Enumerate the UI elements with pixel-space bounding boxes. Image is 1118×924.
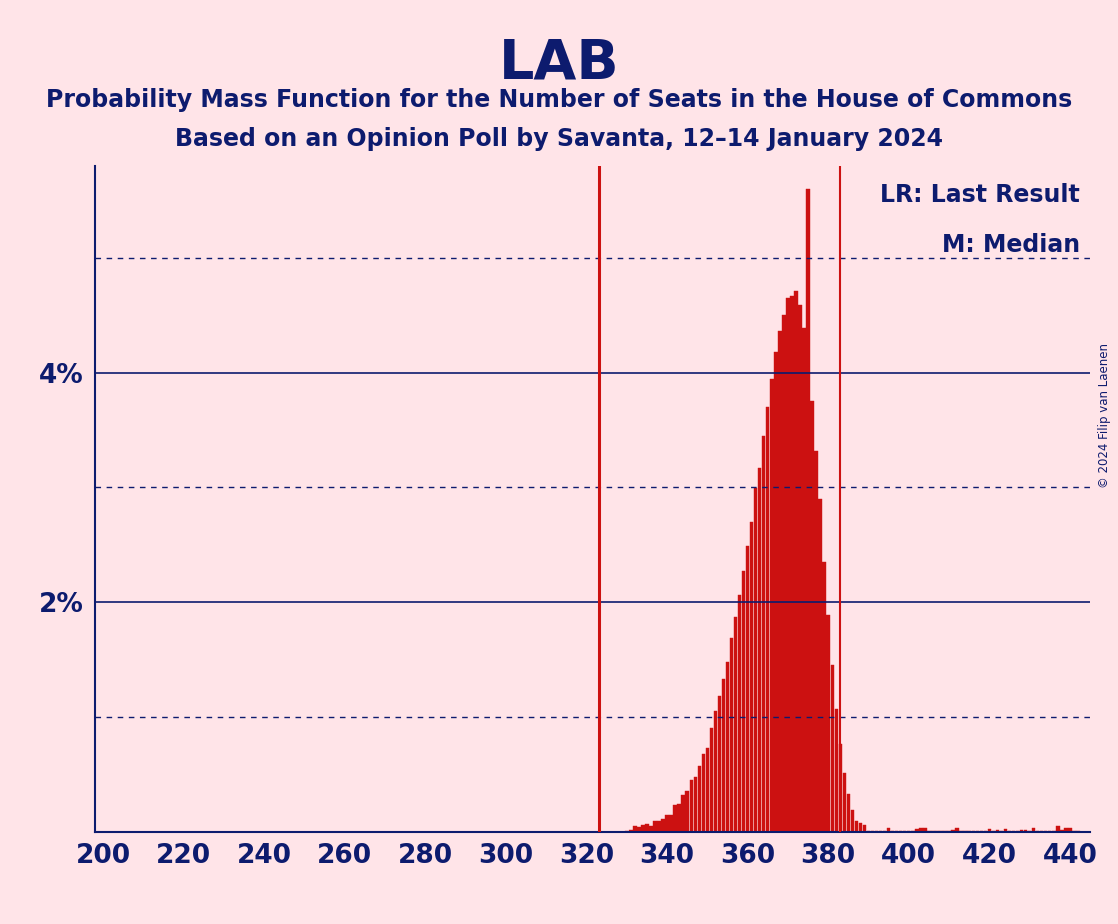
Bar (665, 815, 669, 832)
Bar (758, 468, 761, 832)
Bar (762, 436, 766, 832)
Bar (790, 296, 794, 832)
Bar (733, 617, 737, 832)
Bar (919, 828, 922, 832)
Bar (702, 754, 705, 832)
Bar (778, 331, 781, 832)
Bar (750, 521, 754, 832)
Bar (682, 795, 685, 832)
Text: M: Median: M: Median (942, 233, 1080, 257)
Bar (642, 825, 645, 832)
Bar (814, 451, 818, 832)
Bar (645, 824, 648, 832)
Text: LAB: LAB (499, 37, 619, 91)
Bar (678, 805, 681, 832)
Bar (834, 709, 838, 832)
Bar (673, 805, 676, 832)
Bar (996, 831, 999, 832)
Bar (979, 831, 983, 832)
Bar (786, 298, 789, 832)
Bar (916, 830, 919, 832)
Bar (843, 773, 846, 832)
Bar (713, 711, 717, 832)
Bar (653, 821, 656, 832)
Bar (951, 830, 955, 832)
Bar (803, 328, 806, 832)
Bar (629, 830, 633, 832)
Bar (722, 679, 726, 832)
Bar (662, 819, 665, 832)
Bar (854, 821, 859, 832)
Bar (859, 823, 862, 832)
Bar (1032, 828, 1035, 832)
Bar (657, 821, 661, 832)
Bar (670, 815, 673, 832)
Bar (693, 777, 697, 832)
Bar (851, 809, 854, 832)
Bar (1068, 829, 1072, 832)
Bar (718, 696, 721, 832)
Bar (838, 745, 842, 832)
Bar (650, 826, 653, 832)
Bar (754, 489, 757, 832)
Bar (1024, 830, 1027, 832)
Bar (783, 314, 786, 832)
Bar (705, 748, 709, 832)
Bar (956, 828, 959, 832)
Bar (823, 563, 826, 832)
Bar (846, 795, 850, 832)
Bar (866, 831, 870, 832)
Text: LR: Last Result: LR: Last Result (880, 183, 1080, 207)
Bar (923, 828, 927, 832)
Bar (806, 189, 809, 832)
Bar (633, 826, 636, 832)
Bar (818, 499, 822, 832)
Bar (730, 638, 733, 832)
Bar (794, 291, 797, 832)
Bar (891, 831, 894, 832)
Bar (685, 791, 689, 832)
Bar (770, 379, 774, 832)
Bar (831, 665, 834, 832)
Bar (1064, 828, 1068, 832)
Bar (698, 767, 701, 832)
Bar (811, 401, 814, 832)
Bar (710, 728, 713, 832)
Bar (766, 407, 769, 832)
Bar (774, 352, 777, 832)
Bar (637, 827, 641, 832)
Bar (863, 825, 866, 832)
Bar (746, 546, 749, 832)
Bar (987, 829, 991, 832)
Text: Based on an Opinion Poll by Savanta, 12–14 January 2024: Based on an Opinion Poll by Savanta, 12–… (176, 127, 942, 151)
Bar (1060, 830, 1063, 832)
Bar (826, 615, 830, 832)
Bar (1004, 829, 1007, 832)
Bar (1020, 830, 1023, 832)
Bar (690, 780, 693, 832)
Bar (742, 571, 746, 832)
Text: © 2024 Filip van Laenen: © 2024 Filip van Laenen (1098, 344, 1111, 488)
Bar (1057, 826, 1060, 832)
Text: Probability Mass Function for the Number of Seats in the House of Commons: Probability Mass Function for the Number… (46, 88, 1072, 112)
Bar (726, 663, 729, 832)
Bar (887, 829, 890, 832)
Bar (798, 306, 802, 832)
Bar (738, 595, 741, 832)
